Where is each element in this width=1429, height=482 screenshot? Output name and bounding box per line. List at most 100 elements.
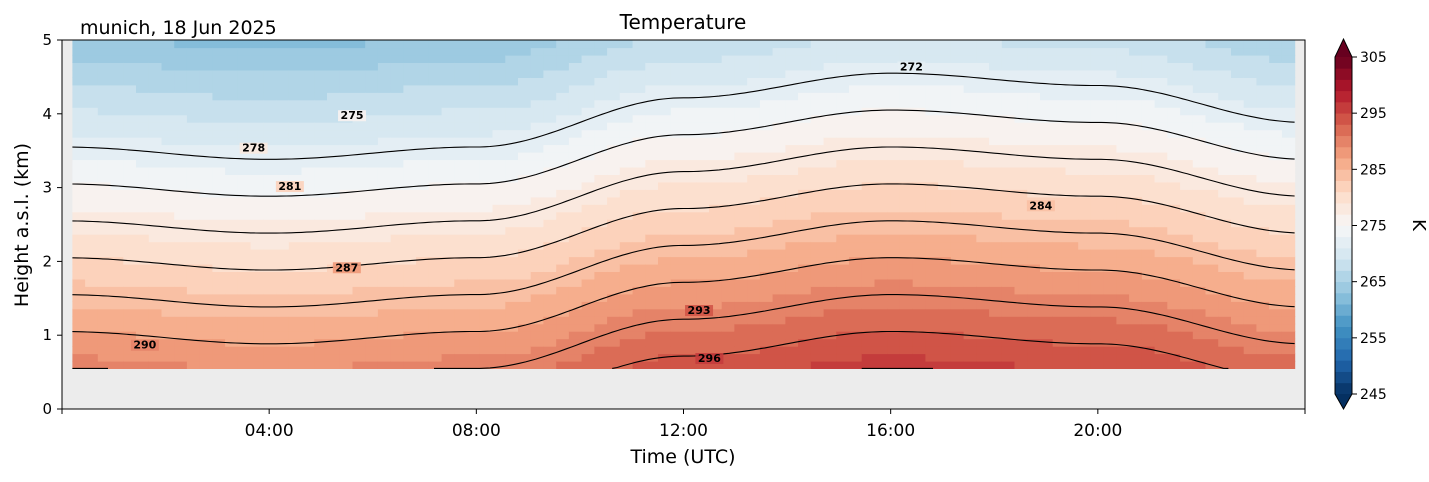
field-cell [696,137,710,146]
field-cell [314,62,328,71]
field-cell [1154,174,1168,183]
field-cell [632,204,646,213]
field-cell [1065,69,1079,78]
field-cell [225,92,239,101]
field-cell [1218,77,1232,86]
field-cell [416,77,430,86]
field-cell [556,234,570,243]
field-cell [772,338,786,347]
field-cell [1154,152,1168,161]
field-cell [479,40,494,49]
field-cell [645,92,659,101]
field-cell [199,301,213,310]
field-cell [136,84,150,93]
field-cell [759,174,774,183]
field-cell [785,234,799,243]
field-cell [85,107,99,116]
field-cell [950,159,965,168]
field-cell [619,234,634,243]
field-cell [989,47,1003,56]
field-cell [938,62,952,71]
field-cell [798,122,812,131]
field-cell [225,204,239,213]
field-cell [963,263,977,272]
field-cell [568,159,583,168]
field-cell [810,301,825,310]
field-cell [1001,331,1016,340]
field-cell [263,234,277,243]
field-cell [1052,249,1066,258]
field-cell [263,189,277,198]
field-cell [1116,77,1130,86]
field-cell [709,338,723,347]
field-cell [441,286,455,295]
contour-label-bg [130,339,159,351]
field-cell [1052,316,1066,325]
field-cell [110,174,124,183]
field-cell [836,166,850,175]
field-cell [492,256,506,265]
field-cell [836,353,850,362]
field-cell [785,278,799,287]
field-cell [785,263,799,272]
field-cell [530,263,544,272]
field-cell [568,263,583,272]
field-cell [263,323,277,332]
field-cell [849,174,863,183]
field-cell [1231,159,1245,168]
field-cell [772,278,786,287]
field-cell [709,323,723,332]
field-cell [390,181,404,190]
field-cell [161,92,175,101]
field-cell [645,249,659,258]
field-cell [377,54,392,63]
field-cell [721,84,735,93]
field-cell [72,301,86,310]
field-cell [836,40,850,49]
field-cell [237,99,252,108]
field-cell [976,353,990,362]
field-cell [581,54,595,63]
field-cell [110,346,124,355]
field-cell [85,241,99,250]
field-cell [1231,47,1245,56]
field-cell [1116,114,1130,123]
field-cell [607,174,621,183]
field-cell [683,360,697,369]
field-cell [670,219,685,228]
field-cell [925,152,939,161]
field-cell [467,249,481,258]
field-cell [696,346,710,355]
field-cell [798,234,812,243]
field-cell [1090,308,1105,317]
field-cell [823,114,837,123]
field-cell [377,181,392,190]
field-cell [1001,211,1016,220]
field-cell [85,286,99,295]
field-cell [441,353,455,362]
field-cell [390,122,404,131]
field-cell [327,301,341,310]
field-cell [467,137,481,146]
field-cell [950,99,965,108]
field-cell [632,77,646,86]
field-cell [479,263,494,272]
field-cell [1103,308,1117,317]
field-cell [1167,234,1181,243]
field-cell [314,166,328,175]
field-cell [416,129,430,138]
field-cell [1040,189,1054,198]
field-cell [709,174,723,183]
field-cell [1243,301,1257,310]
field-cell [950,308,965,317]
field-cell [912,174,926,183]
field-cell [1243,92,1257,101]
field-cell [174,360,188,369]
field-cell [1243,129,1257,138]
field-cell [225,360,239,369]
field-cell [1256,301,1270,310]
field-cell [1040,166,1054,175]
field-cell [403,122,417,131]
field-cell [1052,54,1066,63]
field-cell [925,360,939,369]
